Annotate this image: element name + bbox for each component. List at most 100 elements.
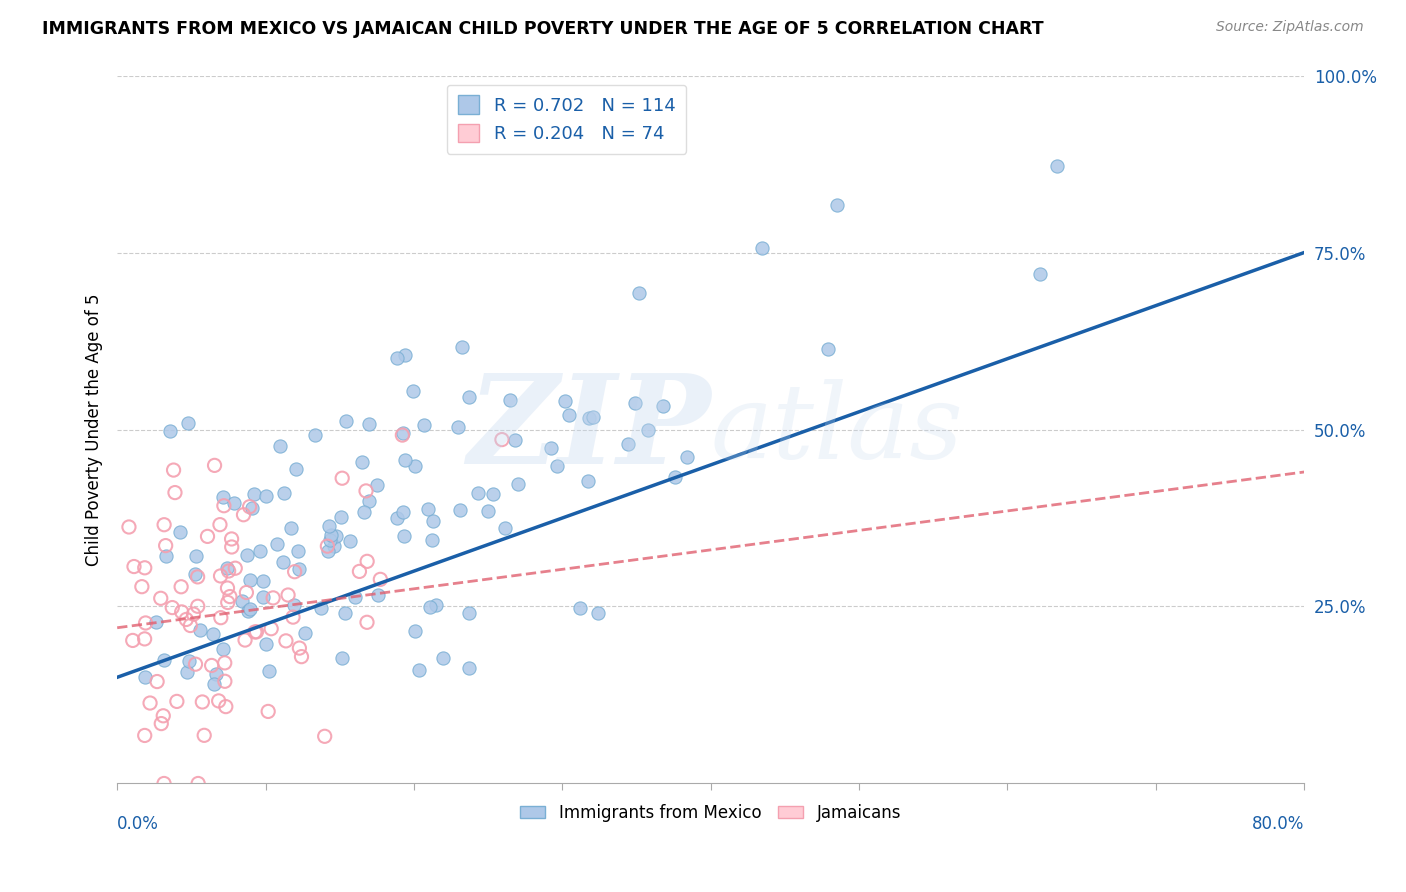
Point: [209, 569, 232, 583]
Point: [508, 477, 530, 491]
Point: [385, 510, 408, 524]
Point: [343, 591, 366, 605]
Point: [254, 637, 277, 651]
Point: [184, 566, 207, 581]
Point: [145, 615, 167, 629]
Point: [260, 622, 283, 636]
Point: [366, 478, 388, 492]
Point: [269, 439, 291, 453]
Point: [122, 559, 145, 574]
Point: [232, 508, 254, 522]
Point: [163, 485, 186, 500]
Point: [419, 600, 441, 615]
Legend: Immigrants from Mexico, Jamaicans: Immigrants from Mexico, Jamaicans: [513, 797, 908, 829]
Point: [394, 529, 416, 543]
Point: [281, 610, 304, 624]
Point: [188, 624, 211, 638]
Point: [637, 423, 659, 437]
Point: [221, 532, 243, 546]
Point: [202, 677, 225, 691]
Point: [387, 351, 409, 365]
Point: [212, 499, 235, 513]
Point: [177, 416, 200, 430]
Point: [304, 428, 326, 442]
Point: [458, 391, 481, 405]
Point: [215, 699, 238, 714]
Point: [134, 561, 156, 575]
Point: [503, 433, 526, 447]
Point: [176, 665, 198, 679]
Point: [576, 474, 599, 488]
Point: [121, 633, 143, 648]
Point: [623, 396, 645, 410]
Point: [425, 599, 447, 613]
Point: [349, 565, 371, 579]
Point: [432, 650, 454, 665]
Point: [316, 544, 339, 558]
Point: [149, 591, 172, 606]
Point: [162, 600, 184, 615]
Point: [224, 561, 246, 575]
Point: [252, 590, 274, 604]
Text: 0.0%: 0.0%: [117, 815, 159, 833]
Point: [330, 510, 353, 524]
Point: [418, 502, 440, 516]
Point: [273, 485, 295, 500]
Point: [652, 399, 675, 413]
Point: [330, 471, 353, 485]
Point: [402, 384, 425, 399]
Point: [170, 580, 193, 594]
Point: [262, 591, 284, 605]
Point: [245, 624, 267, 639]
Point: [231, 594, 253, 608]
Point: [751, 241, 773, 255]
Point: [150, 716, 173, 731]
Point: [169, 524, 191, 539]
Point: [277, 588, 299, 602]
Point: [235, 585, 257, 599]
Point: [404, 624, 426, 639]
Point: [675, 450, 697, 465]
Point: [218, 564, 240, 578]
Point: [664, 470, 686, 484]
Point: [240, 501, 263, 516]
Point: [288, 562, 311, 576]
Point: [217, 595, 239, 609]
Text: Source: ZipAtlas.com: Source: ZipAtlas.com: [1216, 20, 1364, 34]
Point: [259, 665, 281, 679]
Point: [391, 428, 413, 442]
Point: [193, 728, 215, 742]
Point: [617, 436, 640, 450]
Point: [356, 554, 378, 568]
Point: [288, 641, 311, 656]
Point: [159, 424, 181, 438]
Point: [339, 534, 361, 549]
Point: [481, 487, 503, 501]
Point: [322, 539, 344, 553]
Point: [477, 504, 499, 518]
Text: atlas: atlas: [710, 379, 963, 480]
Text: ZIP: ZIP: [467, 368, 710, 491]
Point: [314, 729, 336, 743]
Point: [309, 601, 332, 615]
Point: [354, 483, 377, 498]
Point: [208, 517, 231, 532]
Point: [546, 459, 568, 474]
Point: [817, 342, 839, 356]
Point: [449, 503, 471, 517]
Point: [333, 606, 356, 620]
Point: [233, 633, 256, 648]
Point: [166, 694, 188, 708]
Point: [221, 540, 243, 554]
Point: [212, 490, 235, 504]
Point: [391, 426, 413, 441]
Point: [627, 286, 650, 301]
Point: [447, 420, 470, 434]
Point: [134, 670, 156, 684]
Point: [422, 514, 444, 528]
Point: [177, 654, 200, 668]
Point: [557, 408, 579, 422]
Point: [174, 612, 197, 626]
Point: [139, 696, 162, 710]
Point: [187, 570, 209, 584]
